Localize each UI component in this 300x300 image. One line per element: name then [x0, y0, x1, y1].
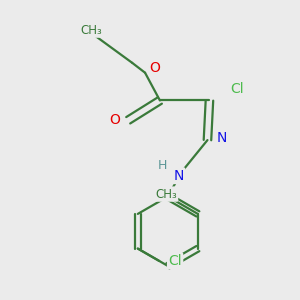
Text: Cl: Cl	[230, 82, 244, 96]
Text: CH₃: CH₃	[81, 24, 102, 37]
Text: N: N	[216, 131, 226, 145]
Text: Cl: Cl	[168, 254, 182, 268]
Text: CH₃: CH₃	[155, 188, 177, 201]
Text: O: O	[109, 113, 120, 127]
Text: N: N	[173, 169, 184, 183]
Text: O: O	[149, 61, 161, 75]
Text: H: H	[158, 159, 168, 172]
